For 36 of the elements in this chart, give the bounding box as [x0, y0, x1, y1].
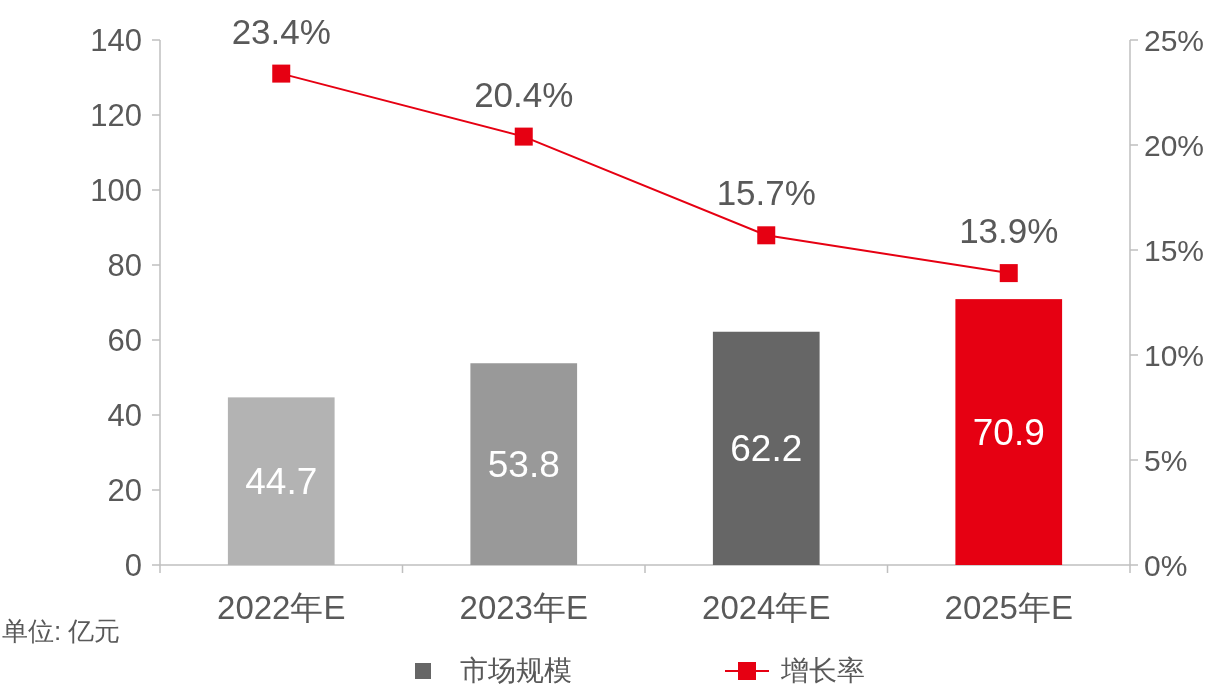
- y2-tick-label: 20%: [1144, 129, 1205, 162]
- data-label: 15.7%: [716, 173, 816, 213]
- x-tick-label: 2022年E: [217, 589, 346, 626]
- data-label: 53.8: [487, 444, 560, 486]
- data-label: 62.2: [730, 428, 803, 470]
- point: [272, 64, 291, 83]
- data-label: 44.7: [245, 461, 318, 503]
- data-label: 13.9%: [959, 211, 1059, 251]
- y2-tick-label: 0%: [1144, 549, 1188, 582]
- y-tick-label: 140: [90, 23, 142, 58]
- data-label: 70.9: [972, 412, 1045, 454]
- data-label: 20.4%: [474, 74, 574, 114]
- y2-tick-label: 15%: [1144, 234, 1205, 267]
- text: 单位: 亿元: [2, 616, 121, 646]
- bar: [955, 299, 1063, 565]
- y2-tick-label: 10%: [1144, 339, 1205, 372]
- y2-tick-label: 5%: [1144, 444, 1188, 477]
- point: [999, 264, 1018, 283]
- bar: [712, 331, 820, 565]
- y-tick-label: 0: [124, 548, 142, 583]
- y2-tick-label: 25%: [1144, 24, 1205, 57]
- y-tick-label: 80: [107, 248, 142, 283]
- legend-label: 增长率: [780, 655, 865, 686]
- y-tick-label: 40: [107, 398, 142, 433]
- y-tick-label: 100: [90, 173, 142, 208]
- point: [514, 127, 533, 146]
- x-tick-label: 2024年E: [702, 589, 831, 626]
- bar: [470, 363, 578, 565]
- x-tick-label: 2025年E: [944, 589, 1073, 626]
- legend-label: 市场规模: [460, 655, 572, 686]
- x-tick-label: 2023年E: [459, 589, 588, 626]
- y-tick-label: 120: [90, 98, 142, 133]
- y-tick-label: 60: [107, 323, 142, 358]
- point: [757, 226, 776, 245]
- y-tick-label: 20: [107, 473, 142, 508]
- data-label: 23.4%: [231, 11, 331, 51]
